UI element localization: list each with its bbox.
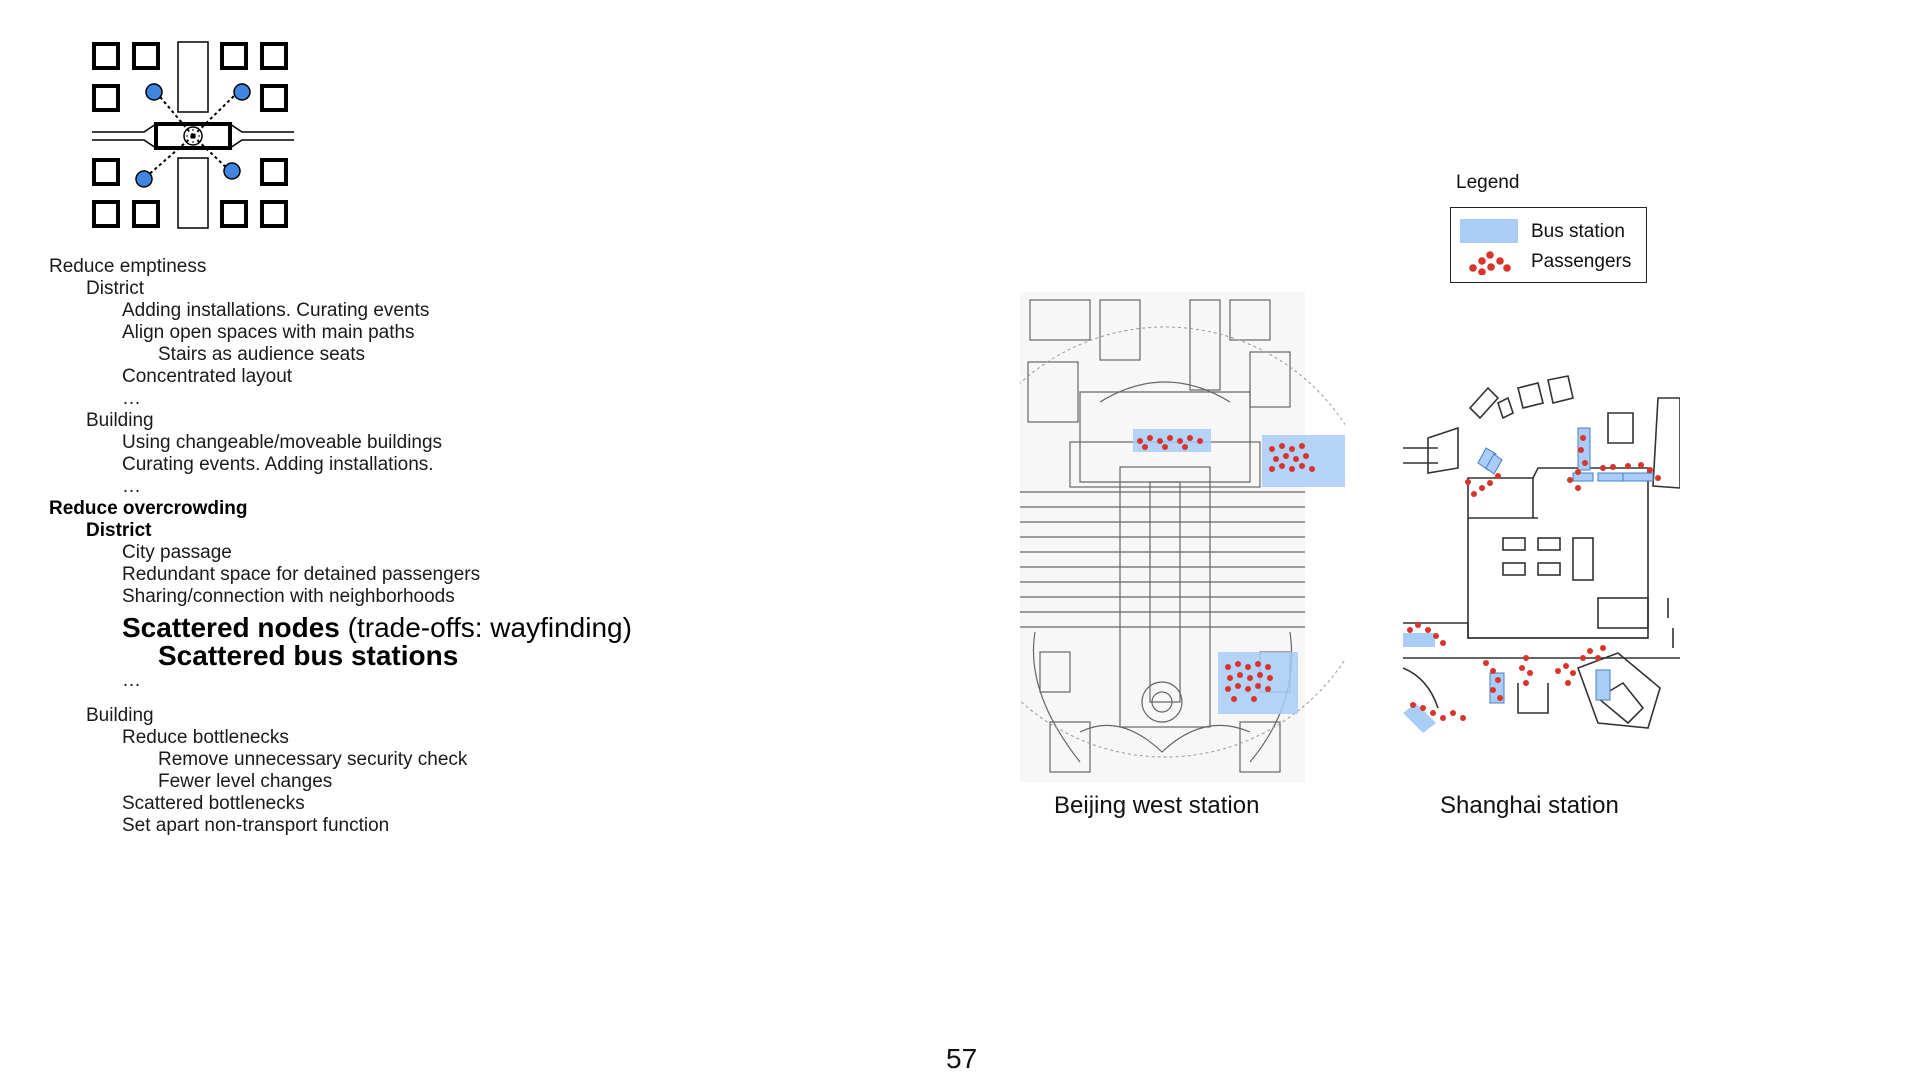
beijing-west-station-map [1020,292,1345,782]
outline-line-highlight: Scattered nodes (trade-offs: wayfinding) [122,613,632,643]
outline-line-highlight: Scattered bus stations [158,641,458,671]
outline-line: Building [86,705,154,726]
page-number: 57 [946,1043,978,1074]
outline-line: Fewer level changes [158,771,333,792]
outline-line: District [86,520,152,541]
legend-bus-station-label: Bus station [1531,221,1625,242]
outline-line: Using changeable/moveable buildings [122,432,443,453]
highlight-bold: Scattered bus stations [158,640,459,671]
passengers-dots-icon [1469,251,1511,275]
outline-line: City passage [122,542,232,563]
outline-line: … [122,476,141,497]
outline-line: Reduce bottlenecks [122,727,289,748]
legend: Bus station Passengers [1450,207,1647,283]
outline-line: Curating events. Adding installations. [122,454,434,475]
scattered-nodes-diagram-icon [92,41,294,229]
outline-line: Building [86,410,154,431]
outline-line: Redundant space for detained passengers [122,564,481,585]
outline-line: … [122,388,141,409]
outline-line: Sharing/connection with neighborhoods [122,586,455,607]
outline-line: Scattered bottlenecks [122,793,305,814]
highlight-bold: Scattered nodes [122,612,340,643]
outline-line: Align open spaces with main paths [122,322,415,343]
outline-line: Set apart non-transport function [122,815,390,836]
shanghai-station-map [1402,375,1680,733]
outline-line: Adding installations. Curating events [122,300,430,321]
outline-line: Remove unnecessary security check [158,749,468,770]
highlight-rest: (trade-offs: wayfinding) [339,612,632,643]
outline-line: … [122,670,141,691]
bus-station-swatch [1460,219,1518,243]
outline-line: Reduce overcrowding [49,498,248,519]
legend-passengers-label: Passengers [1531,251,1632,272]
shanghai-station-caption: Shanghai station [1440,792,1619,819]
outline-line: District [86,278,145,299]
beijing-west-station-caption: Beijing west station [1054,792,1260,819]
outline-text: Reduce emptiness District Adding install… [0,0,720,1080]
legend-title: Legend [1456,172,1520,193]
outline-line: Stairs as audience seats [158,344,366,365]
outline-line: Reduce emptiness [49,256,207,277]
outline-line: Concentrated layout [122,366,293,387]
